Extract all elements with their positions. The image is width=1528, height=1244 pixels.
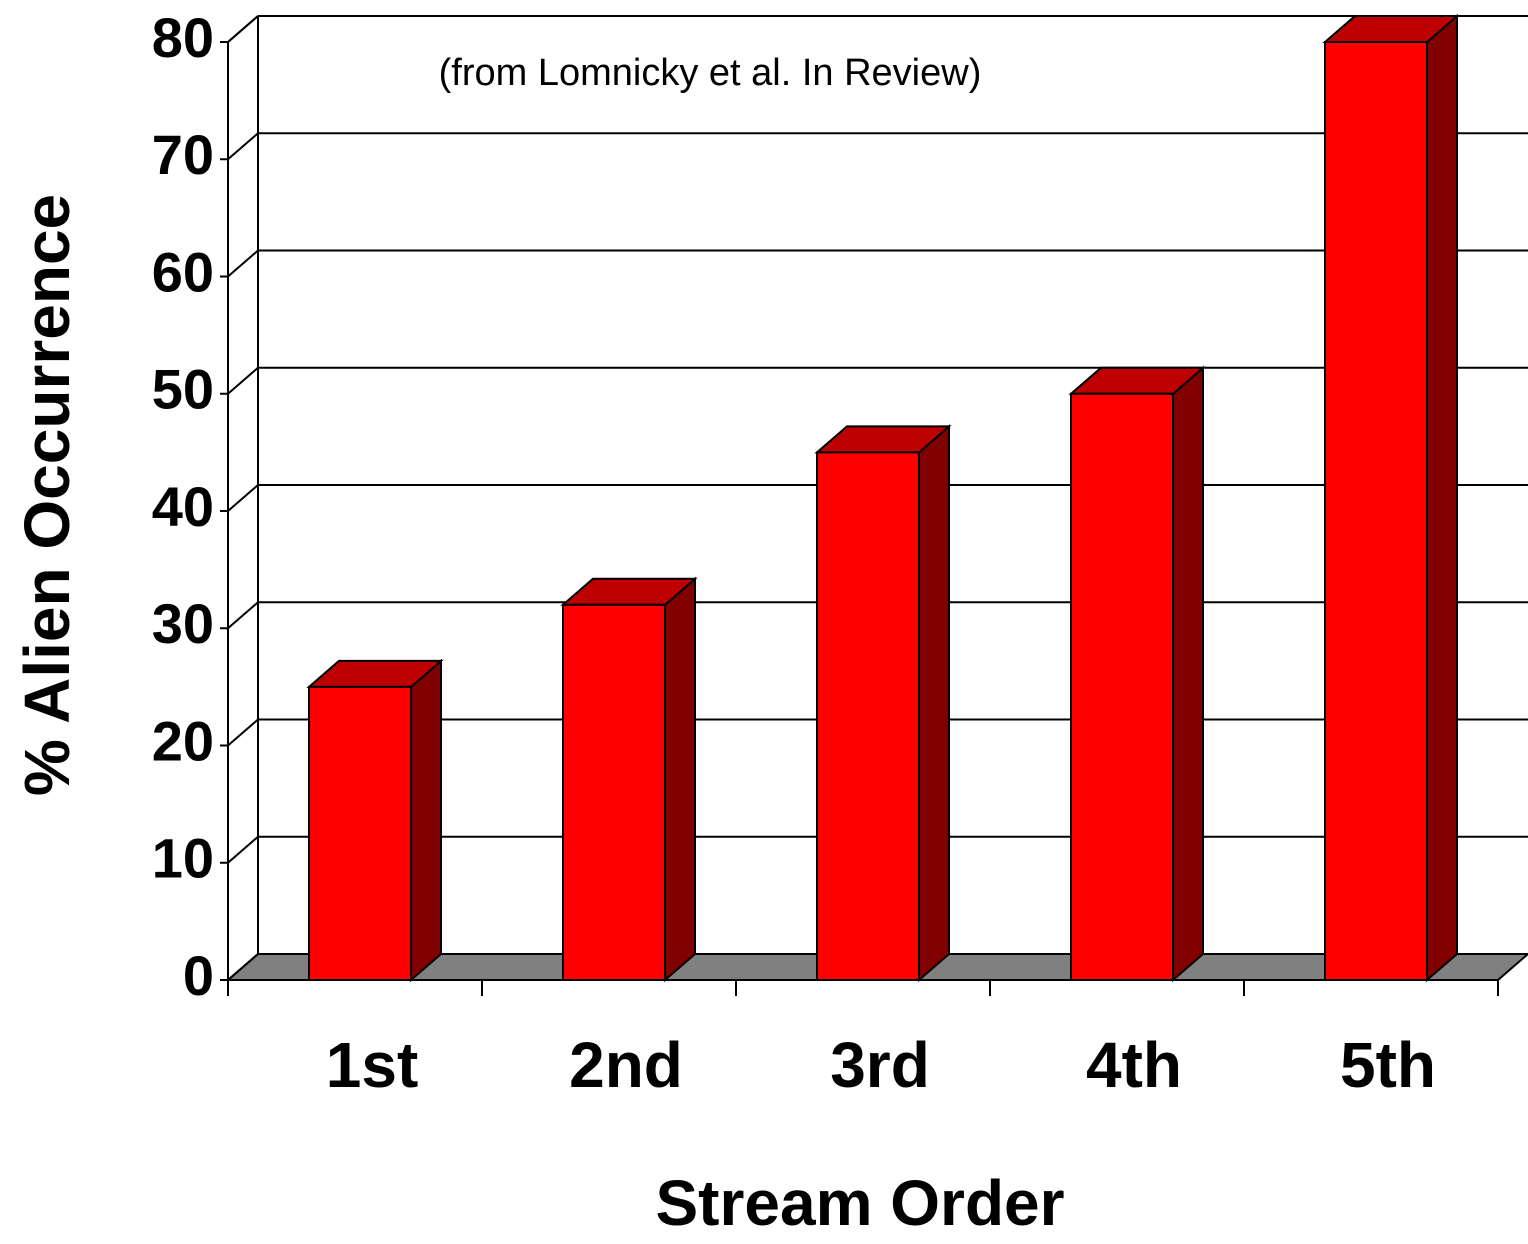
- bar-side: [1426, 13, 1458, 983]
- x-axis-title: Stream Order: [655, 1167, 1064, 1239]
- bar: [308, 685, 412, 981]
- x-tick-label: 4th: [1086, 1029, 1182, 1101]
- y-tick-label: 0: [183, 944, 214, 1007]
- grid-line-side: [227, 249, 259, 278]
- bar-side: [664, 576, 696, 983]
- y-tick-label: 70: [152, 123, 214, 186]
- bar-side: [1172, 365, 1204, 983]
- y-axis-title: % Alien Occurrence: [11, 194, 83, 796]
- grid-line-side: [227, 132, 259, 161]
- bar-side: [410, 658, 442, 983]
- grid-line-side: [227, 484, 259, 512]
- y-tick-label: 80: [152, 6, 214, 69]
- grid-line-side: [227, 718, 259, 747]
- y-tick-label: 10: [152, 827, 214, 890]
- y-tick-label: 30: [152, 592, 214, 655]
- bar: [562, 603, 666, 981]
- grid-line-side: [227, 15, 259, 43]
- grid-line-side: [227, 366, 259, 395]
- y-tick-label: 50: [152, 358, 214, 421]
- annotation: (from Lomnicky et al. In Review): [439, 52, 982, 94]
- y-tick-label: 40: [152, 475, 214, 538]
- x-tick-label: 5th: [1340, 1029, 1436, 1101]
- x-tick-label: 3rd: [830, 1029, 930, 1101]
- y-tick-label: 60: [152, 240, 214, 303]
- y-tick-label: 20: [152, 709, 214, 772]
- x-tick-label: 1st: [326, 1029, 419, 1101]
- bar: [1070, 392, 1174, 981]
- grid-line-side: [227, 953, 259, 981]
- bar-side: [918, 424, 950, 983]
- grid-line-side: [227, 835, 259, 864]
- bar: [1324, 41, 1428, 981]
- grid-line-side: [227, 601, 259, 630]
- x-tick-label: 2nd: [569, 1029, 683, 1101]
- bar: [816, 451, 920, 981]
